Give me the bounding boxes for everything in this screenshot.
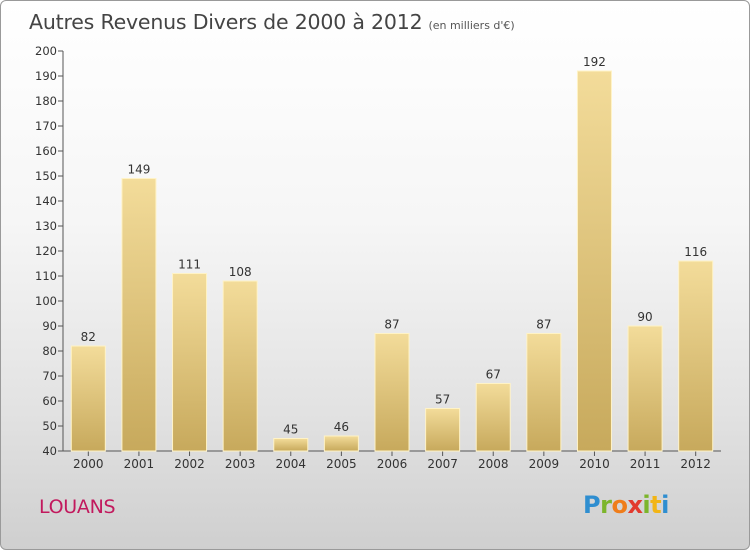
bar-value-label: 108 — [229, 265, 252, 279]
y-tick-label: 90 — [42, 319, 57, 333]
y-tick-label: 40 — [42, 444, 57, 458]
title-text: Autres Revenus Divers de 2000 à 2012 — [29, 10, 423, 34]
y-tick-label: 110 — [35, 269, 57, 283]
bar-value-label: 87 — [384, 318, 399, 332]
bar-value-label: 87 — [536, 318, 551, 332]
y-tick-label: 120 — [35, 244, 57, 258]
x-tick-label: 2011 — [630, 457, 661, 471]
bar-2009 — [526, 333, 562, 452]
y-tick-label: 170 — [35, 119, 57, 133]
bar-value-label: 192 — [583, 55, 606, 69]
y-tick-label: 160 — [35, 144, 57, 158]
bar-value-label: 57 — [435, 393, 450, 407]
bar-2010 — [576, 70, 612, 452]
bar-2006 — [374, 333, 410, 452]
bar-value-label: 46 — [334, 420, 349, 434]
x-tick-label: 2012 — [680, 457, 711, 471]
y-tick-label: 80 — [42, 344, 57, 358]
bar-2011 — [627, 325, 663, 452]
bar-value-label: 82 — [81, 330, 96, 344]
bar-value-label: 116 — [684, 245, 707, 259]
bar-value-label: 90 — [637, 310, 652, 324]
y-tick-label: 200 — [35, 44, 57, 58]
bar-2005 — [323, 435, 359, 452]
bar-2012 — [678, 260, 714, 452]
y-tick-label: 180 — [35, 94, 57, 108]
x-tick-label: 2005 — [326, 457, 357, 471]
x-tick-label: 2006 — [377, 457, 408, 471]
x-tick-label: 2000 — [73, 457, 104, 471]
bar-2008 — [475, 383, 511, 452]
x-tick-label: 2001 — [124, 457, 155, 471]
bar-value-label: 67 — [486, 368, 501, 382]
x-tick-label: 2010 — [579, 457, 610, 471]
x-tick-label: 2009 — [529, 457, 560, 471]
bar-2002 — [172, 273, 208, 452]
bar-value-label: 45 — [283, 423, 298, 437]
y-tick-label: 140 — [35, 194, 57, 208]
y-tick-label: 130 — [35, 219, 57, 233]
unit-label: (en milliers d'€) — [428, 19, 515, 32]
bar-2007 — [425, 408, 461, 452]
proxiti-logo: Proxiti — [583, 491, 669, 519]
y-tick-label: 60 — [42, 394, 57, 408]
bar-2000 — [70, 345, 106, 452]
bar-value-label: 149 — [127, 163, 150, 177]
bar-2004 — [273, 438, 309, 452]
y-tick-label: 150 — [35, 169, 57, 183]
x-tick-label: 2002 — [174, 457, 205, 471]
y-tick-label: 50 — [42, 419, 57, 433]
x-tick-label: 2004 — [275, 457, 306, 471]
commune-name: LOUANS — [39, 496, 116, 518]
bar-2003 — [222, 280, 258, 452]
chart-title: Autres Revenus Divers de 2000 à 2012 (en … — [29, 10, 515, 34]
y-tick-label: 190 — [35, 69, 57, 83]
y-tick-label: 70 — [42, 369, 57, 383]
bar-2001 — [121, 178, 157, 452]
y-tick-label: 100 — [35, 294, 57, 308]
x-tick-label: 2007 — [427, 457, 458, 471]
bar-value-label: 111 — [178, 258, 201, 272]
x-tick-label: 2003 — [225, 457, 256, 471]
x-tick-label: 2008 — [478, 457, 509, 471]
